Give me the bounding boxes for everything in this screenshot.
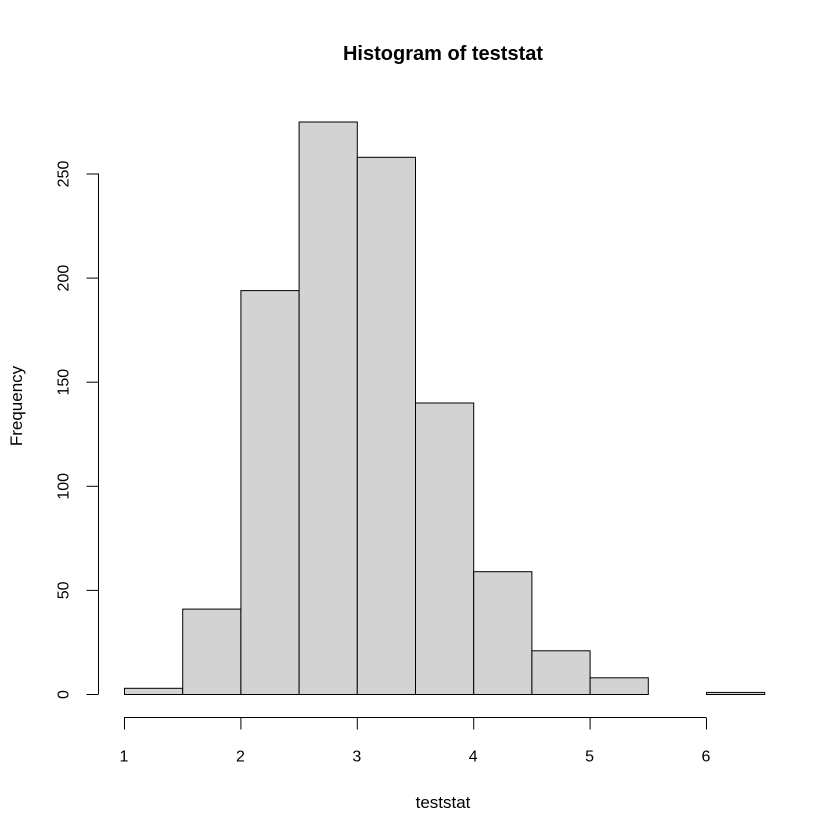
x-axis: 1 2 3 4 5 6 (120, 717, 711, 766)
histogram-bar-8 (589, 677, 649, 695)
x-tick-label-1: 2 (236, 749, 245, 766)
y-axis: 0 50 100 150 200 250 (56, 161, 99, 699)
histogram-bar-1 (182, 608, 242, 695)
histogram-bar-4 (356, 156, 416, 696)
bars-group (124, 121, 766, 696)
y-tick-label-2: 100 (56, 473, 73, 500)
histogram-bar-3 (298, 121, 358, 695)
histogram-bar-0 (124, 687, 184, 695)
x-tick-label-5: 6 (702, 749, 711, 766)
x-axis-label: teststat (416, 793, 471, 812)
y-tick-label-4: 200 (56, 265, 73, 292)
y-tick-label-3: 150 (56, 369, 73, 396)
histogram-bar-10 (706, 691, 766, 696)
histogram-bar-2 (240, 290, 300, 695)
y-tick-label-0: 0 (56, 690, 73, 699)
y-axis-label: Frequency (7, 365, 26, 446)
histogram-bar-5 (415, 402, 475, 695)
x-tick-label-0: 1 (120, 749, 129, 766)
x-tick-label-4: 5 (585, 749, 594, 766)
histogram-bar-6 (473, 571, 533, 696)
histogram-bar-7 (531, 650, 591, 695)
x-tick-label-3: 4 (469, 749, 478, 766)
chart-title: Histogram of teststat (343, 43, 543, 65)
y-tick-label-5: 250 (56, 161, 73, 188)
x-tick-label-2: 3 (352, 749, 361, 766)
y-tick-label-1: 50 (56, 581, 73, 599)
